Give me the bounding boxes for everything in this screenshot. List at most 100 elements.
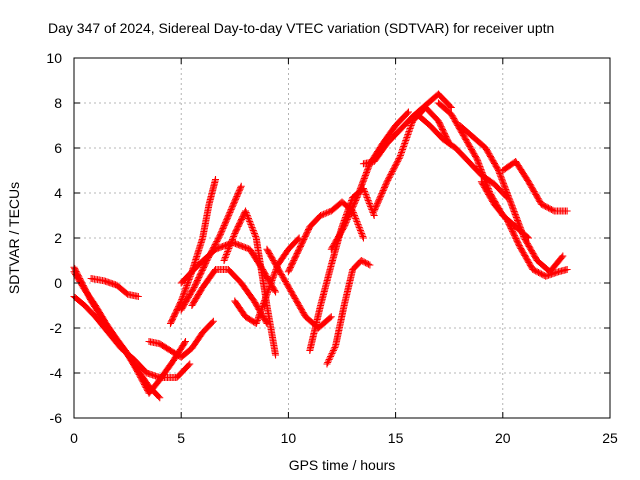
data-point — [375, 195, 383, 203]
data-point — [252, 320, 260, 327]
data-point — [393, 159, 401, 167]
data-point — [178, 294, 186, 302]
y-tick-label: 2 — [54, 230, 62, 246]
data-point — [324, 357, 332, 365]
data-point — [237, 182, 245, 190]
data-point — [351, 198, 359, 206]
data-point — [363, 169, 371, 177]
data-point — [324, 359, 332, 366]
data-point — [221, 219, 229, 227]
data-point — [272, 288, 280, 296]
data-point — [514, 218, 522, 226]
data-point — [228, 236, 236, 243]
data-point — [246, 219, 254, 227]
data-point — [380, 184, 388, 192]
data-point — [359, 177, 367, 185]
data-point — [269, 275, 277, 283]
y-tick-label: -2 — [50, 320, 63, 336]
data-point — [221, 255, 229, 263]
data-point — [356, 185, 364, 193]
data-point — [371, 204, 379, 212]
data-point — [344, 214, 352, 222]
data-point — [270, 272, 278, 280]
data-point — [363, 167, 371, 175]
data-point — [356, 186, 364, 194]
data-point — [226, 242, 234, 249]
data-point — [227, 206, 235, 214]
data-point — [365, 163, 373, 171]
data-point — [350, 201, 358, 209]
data-point — [327, 351, 335, 359]
y-tick-label: 10 — [46, 50, 62, 66]
data-point — [388, 169, 396, 177]
data-point — [357, 182, 365, 190]
data-point — [228, 237, 236, 245]
data-point — [516, 222, 524, 230]
data-point — [329, 348, 337, 356]
data-point — [514, 216, 522, 224]
data-point — [225, 243, 233, 251]
data-point — [478, 167, 486, 175]
data-point — [221, 220, 229, 228]
data-point — [391, 163, 399, 171]
data-point — [247, 222, 255, 230]
data-point — [218, 226, 226, 234]
data-point — [183, 282, 191, 290]
data-point — [214, 235, 222, 243]
data-point — [365, 198, 373, 206]
data-point — [251, 231, 259, 239]
data-point — [341, 221, 349, 229]
data-point — [360, 174, 368, 182]
data-point — [386, 172, 394, 180]
data-point — [499, 178, 507, 186]
data-point — [345, 211, 353, 219]
data-point — [227, 207, 235, 215]
data-point — [362, 192, 370, 200]
data-point — [177, 298, 185, 306]
data-point — [223, 216, 231, 224]
data-point — [236, 185, 244, 193]
series-track-5 — [145, 317, 217, 361]
data-point — [351, 213, 359, 221]
x-tick-label: 20 — [495, 430, 511, 446]
data-point — [519, 230, 527, 238]
data-point — [213, 238, 221, 246]
data-point — [500, 180, 508, 188]
data-point — [256, 309, 264, 317]
data-point — [230, 198, 238, 206]
data-point — [178, 295, 186, 303]
data-point — [258, 304, 266, 312]
data-point — [254, 315, 262, 323]
data-point — [356, 227, 364, 234]
data-point — [232, 194, 240, 202]
data-point — [505, 193, 513, 201]
data-point — [225, 210, 233, 218]
data-point — [378, 189, 386, 197]
data-point — [353, 218, 361, 225]
data-point — [215, 233, 223, 241]
data-point — [517, 225, 525, 233]
data-point — [501, 184, 509, 192]
data-point — [362, 170, 370, 178]
data-point — [180, 289, 188, 297]
data-point — [217, 229, 225, 237]
data-point — [498, 177, 506, 185]
data-point — [230, 233, 238, 240]
data-point — [212, 176, 220, 183]
data-point — [365, 200, 373, 207]
axis-ticks — [73, 57, 611, 419]
data-point — [376, 194, 384, 202]
data-point — [366, 201, 374, 209]
data-point — [476, 164, 484, 172]
data-point — [331, 344, 339, 351]
data-point — [231, 197, 239, 205]
data-point — [506, 196, 514, 204]
series-track-16 — [327, 108, 412, 253]
data-point — [267, 278, 275, 286]
data-point — [230, 231, 238, 239]
data-point — [186, 360, 194, 368]
data-point — [361, 171, 369, 179]
data-point — [242, 207, 250, 215]
data-point — [228, 204, 236, 212]
data-point — [254, 313, 262, 321]
